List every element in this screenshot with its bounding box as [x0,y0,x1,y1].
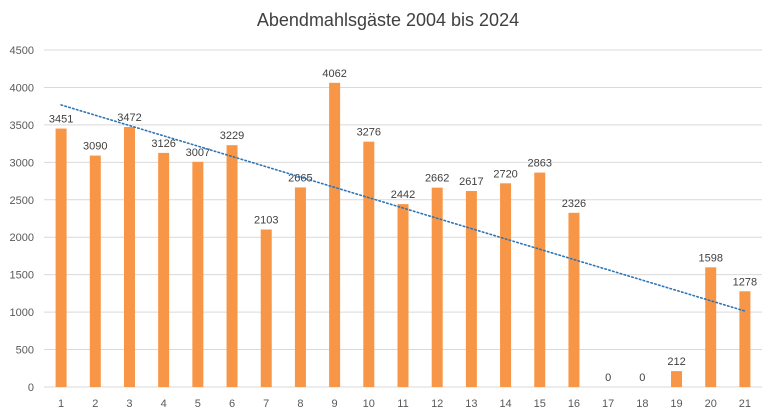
data-label: 3276 [357,127,381,139]
x-tick-label: 2 [92,398,98,410]
data-label: 4062 [322,68,346,80]
x-tick-label: 1 [58,398,64,410]
x-tick-label: 4 [161,398,167,410]
data-label: 0 [605,372,611,384]
x-tick-label: 18 [636,398,648,410]
x-tick-label: 10 [363,398,375,410]
bar [294,187,306,387]
x-tick-label: 14 [499,398,511,410]
data-label: 1278 [733,276,757,288]
data-label: 3229 [220,130,244,142]
bar [465,191,477,387]
data-label: 3451 [49,114,73,126]
y-tick-label: 2500 [10,195,34,207]
x-tick-label: 5 [195,398,201,410]
data-label: 2662 [425,173,449,185]
data-label: 2863 [528,158,552,170]
data-label: 2720 [493,168,517,180]
y-tick-label: 1000 [10,307,34,319]
x-tick-label: 20 [705,398,717,410]
chart-title: Abendmahlsgäste 2004 bis 2024 [256,10,520,30]
bar [431,187,443,387]
data-label: 2103 [254,215,278,227]
x-tick-label: 21 [739,398,751,410]
y-tick-label: 4500 [10,45,34,57]
data-label: 0 [639,372,645,384]
bar [568,212,580,387]
x-tick-label: 13 [465,398,477,410]
y-tick-label: 1500 [10,270,34,282]
y-tick-label: 0 [28,382,34,394]
bar [671,371,683,387]
x-tick-label: 19 [670,398,682,410]
bar [397,204,409,387]
x-tick-label: 12 [431,398,443,410]
data-label: 1598 [698,252,722,264]
data-label: 2326 [562,198,586,210]
y-tick-label: 500 [16,345,34,357]
bar [260,229,272,387]
bar [500,183,512,387]
bar [192,161,204,387]
data-label: 2617 [459,176,483,188]
x-tick-label: 7 [263,398,269,410]
bar [329,82,341,387]
y-tick-label: 4000 [10,82,34,94]
x-tick-label: 6 [229,398,235,410]
data-label: 3090 [83,141,107,153]
bar [55,128,67,387]
data-label: 2442 [391,189,415,201]
bar [89,155,101,387]
x-tick-label: 3 [126,398,132,410]
x-tick-label: 16 [568,398,580,410]
bar [534,172,546,387]
bar [158,152,170,387]
x-tick-label: 15 [534,398,546,410]
data-label: 3472 [117,112,141,124]
y-tick-label: 3000 [10,157,34,169]
y-tick-label: 2000 [10,232,34,244]
x-tick-label: 11 [397,398,408,410]
data-label: 3007 [186,147,210,159]
bar [739,291,751,387]
bar [363,141,375,387]
trendline [60,104,746,312]
x-tick-label: 9 [332,398,338,410]
bar [226,145,238,387]
y-tick-label: 3500 [10,120,34,132]
bar [705,267,717,387]
x-tick-label: 17 [602,398,614,410]
bar [123,126,135,387]
data-label: 3126 [151,138,175,150]
x-tick-label: 8 [297,398,303,410]
data-label: 212 [667,356,685,368]
